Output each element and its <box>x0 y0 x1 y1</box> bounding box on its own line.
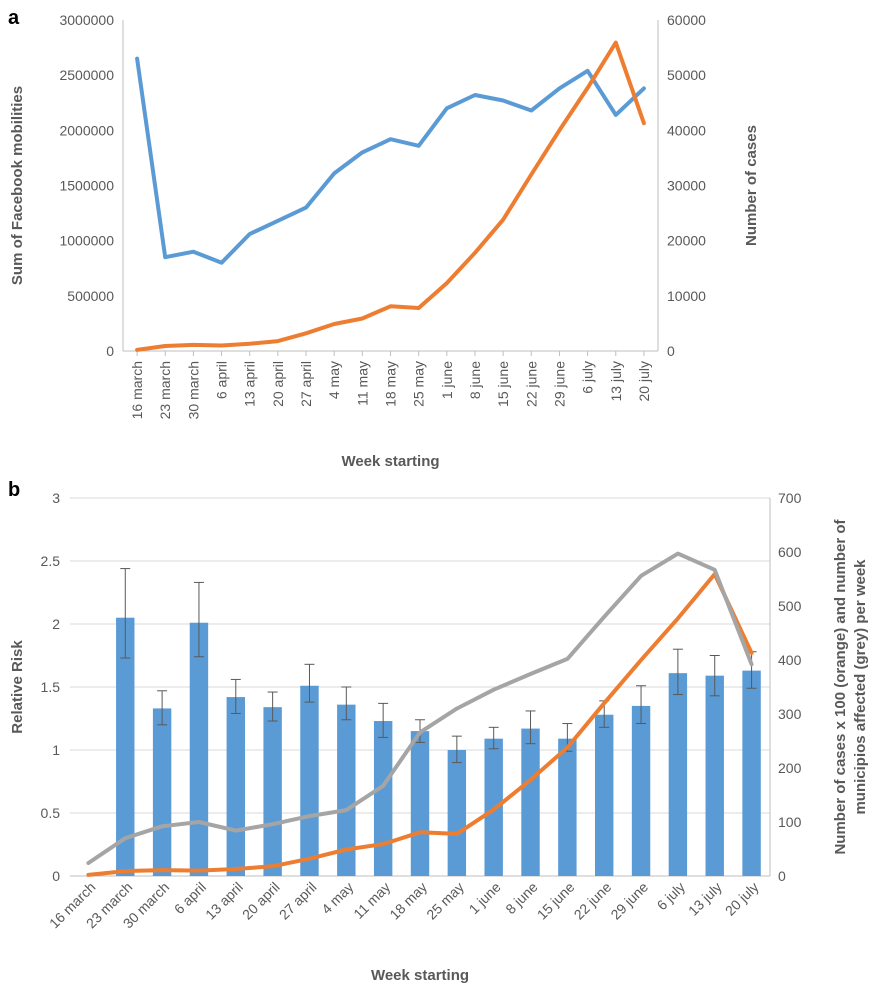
x-tick-label: 1 june <box>439 361 455 399</box>
y-tick-label-left: 0.5 <box>41 805 61 821</box>
panel-label-b: b <box>8 480 20 501</box>
x-tick-label: 13 july <box>685 879 725 919</box>
x-tick-label: 16 march <box>129 361 145 419</box>
y-tick-label-right: 500 <box>778 598 802 614</box>
y-tick-label-left: 2500000 <box>59 67 114 83</box>
bar <box>373 721 393 876</box>
series-line-cases-x100 <box>86 572 754 877</box>
x-tick-label: 30 march <box>185 361 201 419</box>
x-tick-label: 6 july <box>654 879 688 913</box>
y-axis-title-right: Number of cases <box>743 125 760 246</box>
y-tick-label-left: 2000000 <box>59 122 114 138</box>
y-axis-title-right-line2: municipios affected (grey) per week <box>852 559 869 815</box>
x-tick-label: 13 july <box>608 361 624 401</box>
x-tick-label: 4 may <box>326 361 342 399</box>
y-tick-label-right: 300 <box>778 706 802 722</box>
panel-label-a: a <box>8 7 20 29</box>
x-tick-label: 18 may <box>383 361 399 407</box>
y-tick-label-right: 30000 <box>667 178 706 194</box>
y-tick-label-right: 200 <box>778 760 802 776</box>
y-tick-label-left: 0 <box>52 868 60 884</box>
y-tick-label-right: 0 <box>778 868 786 884</box>
x-tick-label: 20 july <box>636 361 652 401</box>
x-tick-label: 23 march <box>157 361 173 419</box>
x-tick-label: 25 may <box>423 879 467 923</box>
x-tick-label: 20 april <box>270 361 286 407</box>
y-tick-label-right: 0 <box>667 343 675 359</box>
x-tick-label: 11 may <box>354 361 370 406</box>
x-tick-label: 22 june <box>523 361 539 407</box>
x-axis-title: Week starting <box>371 967 469 984</box>
bar <box>668 673 688 876</box>
y-axis-title-left: Sum of Facebook mobilities <box>9 86 26 285</box>
bar <box>410 731 430 876</box>
y-axis-title-left: Relative Risk <box>9 640 26 734</box>
y-tick-label-left: 500000 <box>67 288 114 304</box>
chart-panel-a: a050000010000001500000200000025000003000… <box>8 7 760 470</box>
x-tick-label: 15 june <box>495 361 511 407</box>
series-line-mobility <box>135 56 646 265</box>
x-tick-label: 13 april <box>202 879 246 923</box>
x-tick-label: 22 june <box>571 879 615 923</box>
bar <box>558 738 577 876</box>
bar <box>521 728 540 876</box>
y-tick-label-left: 1.5 <box>41 679 61 695</box>
y-tick-label-left: 3000000 <box>59 12 114 28</box>
y-tick-label-right: 100 <box>778 814 802 830</box>
x-axis-title: Week starting <box>341 453 439 470</box>
y-axis-title-right-line1: Number of cases x 100 (orange) and numbe… <box>832 518 849 854</box>
x-tick-label: 15 june <box>534 879 578 923</box>
y-tick-label-left: 2.5 <box>41 553 61 569</box>
y-tick-label-right: 50000 <box>667 67 706 83</box>
x-tick-label: 20 july <box>722 879 762 919</box>
y-tick-label-left: 3 <box>52 490 60 506</box>
y-tick-label-right: 60000 <box>667 12 706 28</box>
x-tick-label: 18 may <box>386 879 430 923</box>
x-tick-label: 6 july <box>580 361 596 394</box>
bar <box>337 704 356 876</box>
x-tick-label: 29 june <box>551 361 567 407</box>
y-tick-label-right: 400 <box>778 652 802 668</box>
x-tick-label: 8 june <box>467 361 483 399</box>
x-tick-label: 6 april <box>214 361 230 399</box>
y-tick-label-left: 1 <box>52 742 60 758</box>
bar <box>152 708 172 876</box>
bar <box>631 705 651 876</box>
bar <box>300 685 319 876</box>
series-line-municipios <box>86 551 754 865</box>
y-tick-label-left: 1000000 <box>59 233 114 249</box>
bar <box>595 714 614 876</box>
x-tick-label: 27 april <box>276 879 320 923</box>
y-tick-label-left: 1500000 <box>59 178 114 194</box>
bar <box>742 670 761 876</box>
y-tick-label-right: 40000 <box>667 122 706 138</box>
y-tick-label-left: 2 <box>52 616 60 632</box>
y-tick-label-right: 10000 <box>667 288 706 304</box>
x-tick-label: 13 april <box>242 361 258 407</box>
x-tick-label: 29 june <box>607 879 651 923</box>
y-tick-label-left: 0 <box>106 343 114 359</box>
bar <box>263 707 282 876</box>
bar <box>705 675 724 876</box>
x-tick-label: 20 april <box>239 879 283 923</box>
bar <box>116 617 135 876</box>
series-line-cases <box>135 40 646 352</box>
y-tick-label-right: 700 <box>778 490 802 506</box>
bar <box>447 750 467 876</box>
x-tick-label: 27 april <box>298 361 314 407</box>
x-tick-label: 25 may <box>411 361 427 407</box>
y-tick-label-right: 20000 <box>667 233 706 249</box>
x-tick-label: 11 may <box>350 879 393 922</box>
y-tick-label-right: 600 <box>778 544 802 560</box>
x-tick-label: 1 june <box>466 879 504 917</box>
bar <box>189 622 209 876</box>
bar <box>226 697 245 876</box>
